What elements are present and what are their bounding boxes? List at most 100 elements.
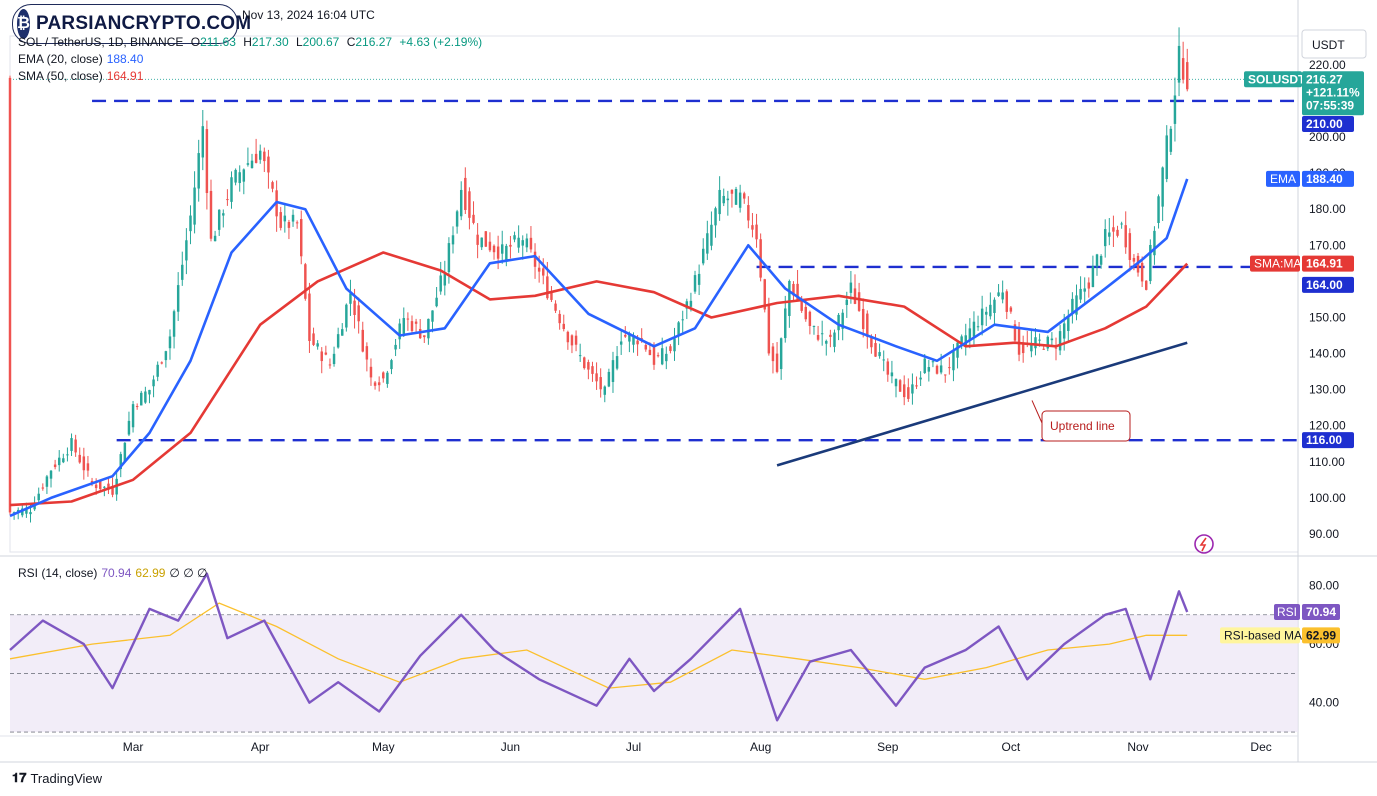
sma-legend[interactable]: SMA (50, close) 164.91 [18,69,144,83]
ema-legend[interactable]: EMA (20, close) 188.40 [18,52,144,66]
candle-body [915,385,918,387]
candle-body [1181,58,1185,80]
candle-body [45,476,49,487]
candle-body [238,172,241,184]
candle-body [361,329,364,352]
candle-body [681,319,684,321]
candle-body [1001,292,1004,300]
candle-body [870,336,873,348]
brand-text: PARSIANCRYPTO.COM [36,13,252,34]
candle-body [25,507,28,514]
candle-body [812,325,816,327]
rsi-legend[interactable]: RSI (14, close) 70.94 62.99 ∅ ∅ ∅ [18,566,208,580]
candle-body [521,240,524,246]
candle-body [451,235,455,245]
candle-body [894,378,898,387]
high-value: 217.30 [251,35,289,49]
candle-body [156,364,159,377]
candle-body [435,297,438,307]
candle-body [94,484,98,489]
price-tick-label: 110.00 [1309,455,1345,469]
candle-body [176,285,180,312]
candle-body [320,351,323,362]
ema-price-badge [1302,170,1354,187]
candle-body [763,279,766,310]
candle-body [853,288,857,304]
candle-body [291,214,295,222]
rsi-ma-line [9,602,1188,689]
candle-body [857,292,861,311]
candle-body [931,361,935,363]
candle-body [1128,233,1132,260]
rsi-ma-tag-text: RSI-based MA [1224,628,1302,642]
candle-body [537,267,541,272]
candle-body [447,243,451,273]
candle-body [484,231,488,247]
candle-body [837,314,840,331]
candle-body [1112,227,1115,232]
candle-body [841,312,844,329]
candle-body [989,304,992,317]
candle-body [1169,128,1173,152]
candle-body [554,303,557,311]
candle-body [775,353,779,372]
candle-body [533,251,537,267]
rsi-value: 70.94 [101,566,132,580]
candle-body [849,282,853,293]
candle-body [99,479,102,489]
candle-body [193,187,196,225]
candle-body [111,485,114,495]
candle-body [972,321,976,337]
candle-body [33,504,36,510]
tradingview-footer[interactable]: 𝟏𝟕 TradingView [12,770,102,786]
candle-body [304,264,307,299]
candle-body [570,335,574,346]
candle-body [997,292,1000,296]
candle-body [443,274,447,286]
currency-box [1301,29,1367,59]
rsi-value-badge [1302,604,1340,621]
candle-body [952,350,955,371]
last-price-badge-text: +121.11% [1306,85,1360,99]
candle-body [1030,343,1033,352]
candle-body [324,352,328,355]
sma-tag-text: SMA:MA [1254,257,1301,271]
candle-body [1062,323,1066,339]
candle-body [944,374,947,376]
candle-body [258,150,262,160]
time-tick-label: Jul [626,740,641,754]
candle-body [669,346,672,352]
candle-body [464,177,467,210]
candle-body [222,213,225,216]
candle-body [312,333,315,345]
candle-body [373,382,377,386]
candle-body [197,153,200,189]
symbol-line: SOL / TetherUS, 1D, BINANCE [18,35,184,49]
last-price-badge-text: 216.27 [1306,72,1343,86]
candle-body [660,348,664,365]
sma-price-badge [1302,255,1354,272]
candle-body [181,264,184,280]
rsi-tick-label: 40.00 [1309,696,1339,710]
candle-body [632,335,635,345]
candle-body [213,235,217,242]
price-tick-label: 120.00 [1309,419,1346,433]
candle-body [562,323,565,330]
candle-body [923,358,926,373]
candle-body [1116,229,1119,236]
candle-body [558,313,561,324]
candle-body [345,304,348,328]
candle-body [1042,348,1045,350]
candle-body [37,493,40,501]
ema-value: 188.40 [106,52,144,66]
annotation-box [1041,410,1131,442]
candle-body [1054,347,1058,349]
lightning-bolt [1199,537,1207,552]
price-tick-label: 170.00 [1309,238,1346,252]
candle-body [615,356,619,369]
candle-body [492,245,496,253]
candle-body [480,237,483,248]
candle-body [1067,315,1070,332]
candle-body [1058,331,1062,351]
